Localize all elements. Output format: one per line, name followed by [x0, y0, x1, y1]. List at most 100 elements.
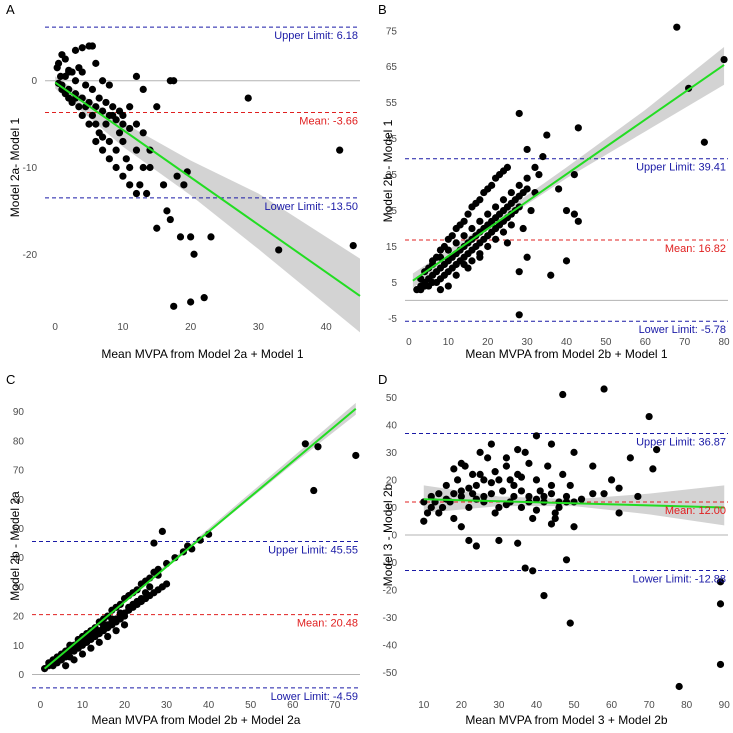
panel-a-y-axis-label: Model 2a- Model 1	[8, 117, 22, 217]
panel-c-data-point	[112, 627, 120, 635]
panel-d-y-tick-label: 30	[386, 448, 398, 459]
panel-d-data-point	[540, 492, 548, 501]
panel-a-data-point	[102, 98, 110, 107]
panel-a-data-point	[200, 294, 208, 302]
panel-d-data-point	[547, 481, 556, 490]
panel-b-data-point	[499, 228, 508, 236]
panel-c-data-point	[133, 597, 141, 606]
panel-a-data-point	[112, 116, 120, 124]
panel-d-x-tick-label: 60	[606, 700, 618, 711]
panel-a-data-point	[71, 46, 80, 54]
panel-a-data-point	[139, 163, 147, 172]
panel-d-y-tick-label: 10	[386, 503, 398, 514]
panel-d-data-point	[438, 503, 447, 512]
panel-d-data-point	[514, 446, 522, 454]
panel-d-lower-limit-label: Lower Limit: -12.88	[632, 573, 726, 585]
panel-d-y-tick-label: 50	[386, 393, 398, 404]
panel-a-data-point	[159, 181, 168, 189]
panel-d-data-point	[517, 473, 526, 481]
panel-a-data-point	[163, 207, 171, 215]
panel-a-fit-line	[54, 81, 361, 297]
panel-d-data-point	[521, 564, 529, 572]
panel-a-data-point	[109, 103, 117, 111]
panel-b-data-point	[515, 109, 523, 118]
panel-b-x-tick-label: 60	[640, 337, 652, 348]
panel-d-data-point	[540, 591, 548, 600]
panel-d-x-tick-label: 70	[644, 700, 656, 711]
panel-a-x-tick-label: 30	[253, 322, 265, 333]
panel-a-data-point	[136, 181, 144, 189]
panel-b-y-tick-label: 5	[391, 278, 397, 289]
panel-c-x-tick-label: 60	[287, 700, 299, 711]
panel-d-data-point	[600, 385, 608, 393]
panel-b-data-point	[476, 217, 484, 225]
panel-c-data-point	[108, 615, 116, 623]
panel-d-data-point	[547, 490, 556, 498]
panel-b-fit-line	[412, 64, 725, 282]
panel-d-data-point	[551, 509, 559, 517]
panel-b-x-tick-label: 50	[600, 337, 612, 348]
panel-d-y-tick-label: -40	[383, 641, 398, 652]
panel-b-data-point	[468, 224, 476, 233]
panel-b-data-point	[562, 257, 571, 265]
panel-d-y-tick-label: -30	[383, 613, 398, 624]
panel-c-data-point	[301, 440, 309, 448]
panel-b-data-point	[700, 138, 708, 146]
panel-b-y-axis-label: Model 2b - Model 1	[381, 119, 395, 222]
panel-a-x-axis-label: Mean MVPA from Model 2a + Model 1	[101, 347, 304, 361]
panel-b-data-point	[523, 145, 531, 154]
panel-a-data-point	[190, 250, 198, 258]
panel-b-data-point	[574, 124, 582, 132]
panel-b-y-tick-label: 55	[386, 98, 398, 109]
panel-a-data-point	[139, 85, 147, 94]
panel-d-data-point	[495, 476, 503, 484]
panel-c-data-point	[99, 621, 108, 629]
panel-a-x-tick-label: 10	[117, 322, 129, 333]
panel-d-data-point	[476, 448, 484, 456]
panel-d-mean-label: Mean: 12.00	[665, 505, 726, 517]
panel-d-data-point	[716, 578, 725, 586]
panel-d-data-point	[536, 487, 544, 495]
panel-d-data-point	[502, 501, 511, 509]
panel-a-data-point	[88, 85, 97, 94]
panel-a-data-point	[105, 111, 113, 120]
panel-d-data-point	[472, 481, 480, 490]
panel-d-y-tick-label: 40	[386, 420, 398, 431]
panel-a-data-point	[132, 189, 141, 198]
panel-b-x-tick-label: 80	[718, 337, 730, 348]
panel-c-data-point	[62, 662, 70, 670]
panel-a-data-point	[102, 120, 110, 128]
panel-d-data-point	[570, 448, 578, 456]
panel-d-data-point	[559, 470, 567, 479]
panel-d-x-tick-label: 40	[531, 700, 543, 711]
panel-b-data-point	[476, 196, 484, 204]
panel-d-x-tick-label: 90	[719, 700, 731, 711]
panel-a-lower-limit-label: Lower Limit: -13.50	[264, 201, 358, 213]
panel-d-data-point	[427, 492, 435, 501]
panel-d-y-tick-label: 20	[386, 475, 398, 486]
panel-a-data-point	[92, 137, 100, 146]
panel-b-data-point	[460, 232, 468, 240]
panel-d-letter: D	[378, 372, 387, 387]
panel-d-data-point	[532, 432, 541, 440]
panel-b-data-point	[555, 185, 563, 193]
panel-a-data-point	[78, 111, 86, 120]
panel-c-data-point	[74, 638, 82, 646]
panel-d-data-point	[510, 481, 518, 490]
panel-b-data-point	[484, 210, 492, 218]
panel-c-y-axis-label: Model 2b - Model 2a	[8, 491, 22, 601]
panel-a-data-point	[187, 298, 195, 306]
panel-b-data-point	[562, 206, 571, 215]
panel-a-data-point	[143, 189, 151, 198]
panel-b-data-point	[523, 253, 531, 261]
panel-b-letter: B	[378, 2, 387, 17]
panel-a-y-tick-label: 0	[31, 76, 37, 87]
panel-d-data-point	[469, 470, 477, 479]
panel-b-y-tick-label: -5	[388, 314, 397, 325]
panel-c-data-point	[150, 539, 158, 547]
panel-c-x-tick-label: 70	[329, 700, 341, 711]
panel-b-data-point	[460, 217, 468, 225]
panel-c-y-tick-label: 80	[13, 436, 25, 447]
panel-d-y-axis-label: Model 3 - Model 2b	[381, 483, 395, 586]
panel-d-data-point	[487, 440, 495, 448]
